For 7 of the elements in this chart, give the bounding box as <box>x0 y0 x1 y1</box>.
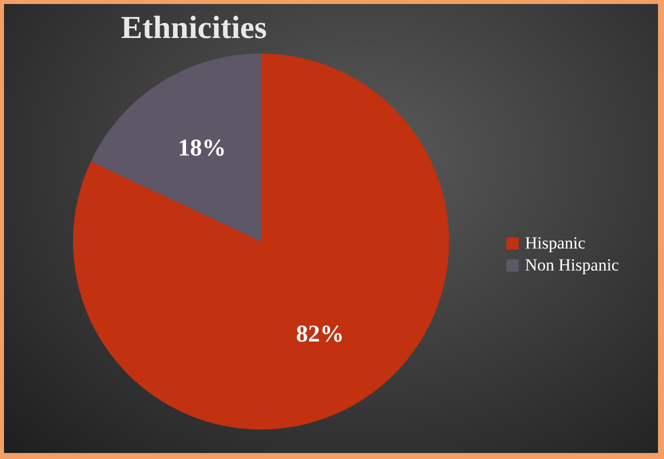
legend-label: Hispanic <box>525 234 586 252</box>
data-label: 82% <box>296 321 344 348</box>
pie-slice <box>73 54 449 430</box>
chart-title: Ethnicities <box>121 9 267 45</box>
data-label: 18% <box>178 136 226 162</box>
legend-label: Non Hispanic <box>525 256 620 274</box>
pie-slice <box>90 54 261 242</box>
